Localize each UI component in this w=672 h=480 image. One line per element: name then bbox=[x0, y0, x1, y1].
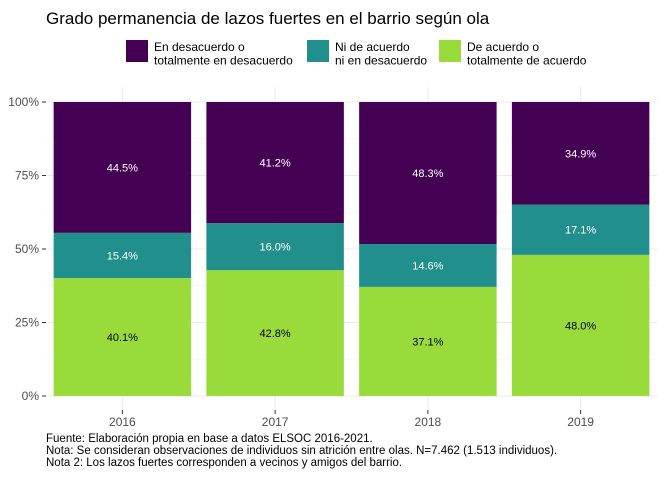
y-tick-label: 100% bbox=[8, 95, 39, 109]
bar-data-label: 42.8% bbox=[260, 328, 291, 340]
bar-data-label: 40.1% bbox=[107, 332, 138, 344]
y-tick-label: 50% bbox=[15, 242, 39, 256]
bar-data-label: 16.0% bbox=[260, 242, 291, 254]
bar-data-label: 15.4% bbox=[107, 250, 138, 262]
legend-label: ni en desacuerdo bbox=[335, 54, 427, 68]
caption-line: Nota: Se consideran observaciones de ind… bbox=[46, 445, 557, 457]
bar-data-label: 34.9% bbox=[565, 148, 596, 160]
bar-data-label: 48.0% bbox=[565, 320, 596, 332]
bar-segment bbox=[511, 204, 650, 255]
x-tick-label: 2019 bbox=[567, 415, 594, 429]
bar-data-label: 14.6% bbox=[412, 260, 443, 272]
bar-labels: 40.1% 15.4% 44.5% 42.8% 16.0% 41.2% 37.1% 14.6%… bbox=[107, 148, 597, 348]
legend-swatch bbox=[439, 40, 461, 62]
bar-segment bbox=[359, 102, 497, 245]
bar-segment bbox=[206, 223, 344, 271]
caption-line: Fuente: Elaboración propia en base a dat… bbox=[46, 433, 373, 445]
y-tick-label: 75% bbox=[15, 169, 39, 183]
bar-data-label: 48.3% bbox=[412, 168, 443, 180]
x-tick-label: 2018 bbox=[415, 415, 442, 429]
legend-label: En desacuerdo o bbox=[154, 40, 245, 54]
bar-segment bbox=[511, 254, 650, 396]
legend-label: De acuerdo o bbox=[467, 40, 539, 54]
bar-segment bbox=[53, 102, 192, 233]
bar-segment bbox=[53, 232, 192, 279]
y-tick-label: 0% bbox=[22, 389, 40, 403]
bars bbox=[53, 102, 650, 396]
x-tick-label: 2017 bbox=[262, 415, 289, 429]
legend-label: totalmente de acuerdo bbox=[467, 54, 587, 68]
y-axis: 0% 25% 50% 75% 100% bbox=[8, 95, 46, 403]
bar-segment bbox=[359, 244, 497, 287]
legend-swatch bbox=[126, 40, 148, 62]
legend-swatch bbox=[307, 40, 329, 62]
bar-data-label: 41.2% bbox=[260, 158, 291, 170]
chart-captions: Fuente: Elaboración propia en base a dat… bbox=[46, 433, 557, 469]
bar-segment bbox=[206, 102, 344, 224]
bar-data-label: 37.1% bbox=[412, 336, 443, 348]
x-tick-label: 2016 bbox=[109, 415, 136, 429]
caption-line: Nota 2: Los lazos fuertes corresponden a… bbox=[46, 457, 402, 469]
bar-segment bbox=[53, 278, 192, 396]
legend-label: totalmente en desacuerdo bbox=[154, 54, 293, 68]
plot-area: 40.1% 15.4% 44.5% 42.8% 16.0% 41.2% 37.1% 14.6%… bbox=[8, 87, 657, 429]
bar-data-label: 44.5% bbox=[107, 162, 138, 174]
chart-title: Grado permanencia de lazos fuertes en el… bbox=[46, 9, 490, 28]
bar-segment bbox=[359, 286, 497, 396]
bar-segment bbox=[511, 102, 650, 205]
x-axis: 2016 2017 2018 2019 bbox=[109, 410, 594, 429]
legend-label: Ni de acuerdo bbox=[335, 40, 410, 54]
y-tick-label: 25% bbox=[15, 316, 39, 330]
bar-segment bbox=[206, 270, 344, 396]
bar-data-label: 17.1% bbox=[565, 225, 596, 237]
